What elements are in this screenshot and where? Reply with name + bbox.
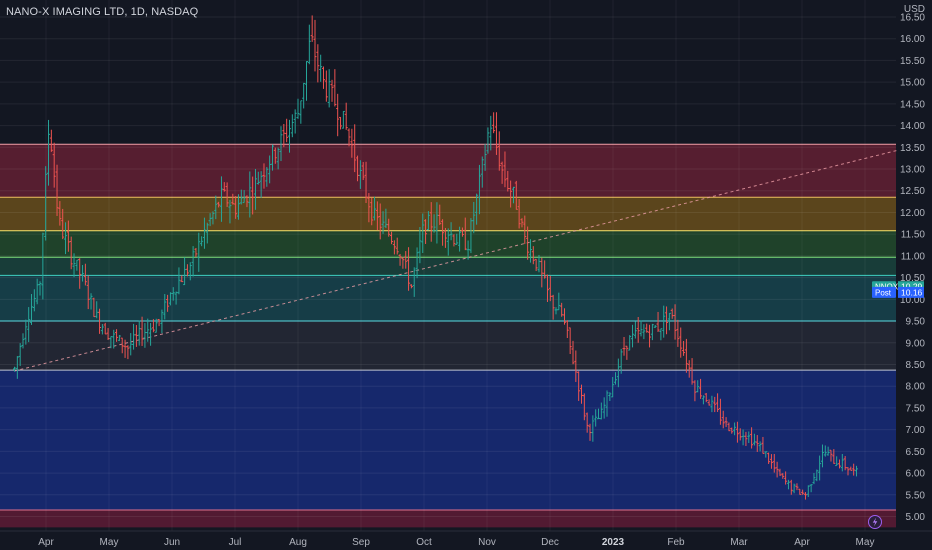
price-tick-label: 7.50 bbox=[906, 403, 926, 414]
price-tick-label: 12.50 bbox=[900, 186, 925, 197]
lightning-icon[interactable] bbox=[868, 515, 882, 529]
price-tick-label: 16.00 bbox=[900, 34, 925, 45]
price-tick-label: 8.50 bbox=[906, 360, 926, 371]
price-tick-label: 14.50 bbox=[900, 99, 925, 110]
price-tick-label: 5.50 bbox=[906, 490, 926, 501]
price-tick-label: 13.50 bbox=[900, 143, 925, 154]
time-tick-label: Jun bbox=[164, 537, 180, 548]
fib-band bbox=[0, 275, 896, 322]
last-price-value: 10.29 bbox=[901, 282, 923, 292]
fib-band bbox=[0, 257, 896, 276]
fib-band bbox=[0, 197, 896, 231]
price-tick-label: 7.00 bbox=[906, 425, 926, 436]
price-tick-label: 11.50 bbox=[901, 230, 926, 241]
time-tick-label: May bbox=[100, 537, 119, 548]
price-tick-label: 11.00 bbox=[901, 251, 926, 262]
time-tick-label: Aug bbox=[289, 537, 307, 548]
time-tick-label: 2023 bbox=[602, 537, 625, 548]
time-tick-label: Jul bbox=[229, 537, 242, 548]
currency-label: USD bbox=[904, 4, 925, 15]
time-tick-label: Mar bbox=[730, 537, 748, 548]
price-tick-label: 9.00 bbox=[906, 338, 926, 349]
price-tick-label: 12.00 bbox=[900, 208, 925, 219]
symbol-title: NANO-X IMAGING LTD, 1D, NASDAQ bbox=[6, 6, 199, 18]
price-axis[interactable]: 5.00 5.50 6.00 6.50 7.00 7.50 8.00 8.50 9.00 9.50… bbox=[898, 0, 932, 550]
price-tick-label: 6.50 bbox=[906, 447, 926, 458]
price-tick-label: 10.00 bbox=[900, 295, 925, 306]
post-price-label: Post bbox=[875, 288, 892, 297]
time-tick-label: Oct bbox=[416, 537, 432, 548]
time-tick-label: Nov bbox=[478, 537, 496, 548]
post-price-badge: Post 10.16 bbox=[872, 286, 924, 298]
time-axis[interactable]: Apr May Jun Jul Aug Sep Oct Nov Dec 2023 Feb Mar Apr… bbox=[0, 530, 932, 550]
fib-band bbox=[0, 509, 896, 528]
price-tick-label: 6.00 bbox=[906, 469, 926, 480]
time-tick-label: Sep bbox=[352, 537, 370, 548]
time-tick-label: Apr bbox=[38, 537, 54, 548]
price-tick-label: 14.00 bbox=[900, 121, 925, 132]
price-tick-label: 5.00 bbox=[906, 512, 926, 523]
time-tick-label: Feb bbox=[667, 537, 685, 548]
fib-retracement-bands bbox=[0, 143, 896, 528]
price-tick-label: 8.00 bbox=[906, 382, 926, 393]
fib-band bbox=[0, 321, 896, 371]
time-tick-label: May bbox=[856, 537, 875, 548]
post-price-value: 10.16 bbox=[901, 287, 923, 297]
price-tick-label: 9.50 bbox=[906, 317, 926, 328]
price-badges: NNOX 10.29 Post 10.16 bbox=[872, 281, 924, 298]
candlestick-series bbox=[13, 15, 858, 500]
price-tick-label: 15.00 bbox=[900, 78, 925, 89]
fib-band bbox=[0, 144, 896, 198]
price-tick-label: 10.50 bbox=[900, 273, 925, 284]
fib-band bbox=[0, 370, 896, 510]
price-tick-label: 15.50 bbox=[900, 56, 925, 67]
time-tick-label: Dec bbox=[541, 537, 559, 548]
price-tick-label: 16.50 bbox=[900, 13, 925, 24]
time-tick-label: Apr bbox=[794, 537, 810, 548]
price-tick-label: 13.00 bbox=[900, 165, 925, 176]
